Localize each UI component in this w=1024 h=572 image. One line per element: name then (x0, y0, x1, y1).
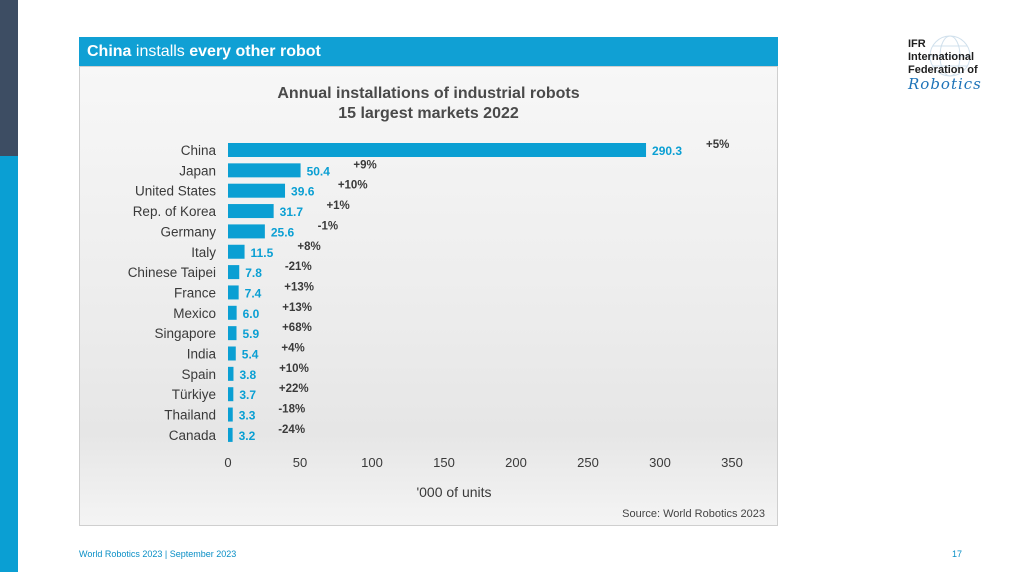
bar (228, 183, 286, 198)
logo-line-2: International (908, 51, 975, 63)
bar (228, 285, 239, 300)
logo-line-3: Federation of (908, 64, 978, 76)
logo-line-4: Robotics (908, 75, 982, 93)
growth-label: +13% (282, 302, 312, 314)
accent-bar-bottom (0, 156, 18, 572)
value-label: 31.7 (280, 205, 304, 219)
value-label: 50.4 (307, 164, 331, 178)
bar (228, 204, 274, 219)
header-strong-1: China (87, 43, 132, 60)
growth-label: +8% (297, 241, 320, 253)
value-label: 25.6 (271, 225, 295, 239)
x-axis-label: '000 of units (416, 484, 491, 500)
value-label: 3.2 (239, 429, 256, 443)
category-label: China (181, 143, 217, 158)
bar (228, 143, 647, 157)
value-label: 7.8 (245, 266, 262, 280)
growth-label: +10% (338, 180, 368, 192)
category-label: Germany (160, 224, 216, 239)
bar (228, 346, 236, 361)
growth-label: -24% (278, 424, 305, 436)
growth-label: +10% (279, 363, 309, 375)
slide-header: China installs every other robot (79, 37, 778, 66)
x-tick-label: 150 (433, 455, 455, 470)
chart-panel: Annual installations of industrial robot… (79, 66, 778, 526)
bar (228, 265, 240, 280)
bar (228, 366, 234, 381)
category-label: Thailand (164, 408, 216, 423)
growth-label: +5% (706, 139, 729, 151)
accent-bar-top (0, 0, 18, 156)
value-label: 39.6 (291, 185, 315, 199)
category-label: United States (135, 184, 216, 199)
value-label: 290.3 (652, 144, 682, 158)
category-label: Italy (191, 245, 216, 260)
footer-left: World Robotics 2023 | September 2023 (79, 549, 237, 559)
growth-label: +9% (353, 159, 376, 171)
bar (228, 407, 233, 422)
growth-label: +4% (281, 343, 304, 355)
bar (228, 163, 301, 178)
chart-title: Annual installations of industrial robot… (277, 85, 580, 102)
x-tick-label: 300 (649, 455, 671, 470)
page-number: 17 (952, 549, 963, 559)
value-label: 6.0 (243, 307, 260, 321)
bar (228, 305, 237, 320)
category-label: Rep. of Korea (133, 204, 217, 219)
x-tick-label: 0 (224, 455, 231, 470)
value-label: 5.9 (242, 327, 259, 341)
growth-label: -21% (285, 261, 312, 273)
value-label: 3.3 (239, 409, 256, 423)
header-normal: installs (131, 43, 190, 60)
category-label: Spain (181, 367, 216, 382)
bar (228, 326, 237, 341)
growth-label: +1% (326, 200, 349, 212)
growth-label: -18% (278, 404, 305, 416)
category-label: Japan (179, 163, 216, 178)
bar (228, 224, 265, 239)
globe-icon (929, 35, 971, 77)
value-label: 3.8 (239, 368, 256, 382)
category-label: Chinese Taipei (128, 265, 216, 280)
value-label: 5.4 (242, 348, 259, 362)
category-label: India (187, 347, 217, 362)
growth-label: +22% (279, 383, 309, 395)
category-label: Mexico (173, 306, 216, 321)
category-label: Singapore (154, 326, 216, 341)
x-tick-label: 350 (721, 455, 743, 470)
bar (228, 427, 233, 442)
x-tick-label: 200 (505, 455, 527, 470)
value-label: 7.4 (245, 286, 262, 300)
growth-label: +68% (282, 322, 312, 334)
value-label: 3.7 (239, 388, 256, 402)
logo-line-1: IFR (908, 38, 926, 50)
chart-source: Source: World Robotics 2023 (622, 508, 765, 520)
ifr-logo: IFR International Federation of Robotics (908, 35, 1008, 93)
category-label: Canada (169, 428, 217, 443)
chart-subtitle: 15 largest markets 2022 (338, 105, 519, 122)
x-tick-label: 50 (293, 455, 307, 470)
growth-label: -1% (318, 220, 338, 232)
x-tick-label: 100 (361, 455, 383, 470)
bar-chart: China 290.3 +5% Japan 50.4 +9% United States 39… (128, 139, 743, 500)
value-label: 11.5 (251, 246, 274, 260)
growth-label: +13% (284, 281, 314, 293)
category-label: France (174, 285, 216, 300)
header-strong-2: every other robot (189, 43, 321, 60)
x-tick-label: 250 (577, 455, 599, 470)
category-label: Türkiye (172, 387, 216, 402)
bar (228, 244, 245, 259)
bar (228, 387, 234, 402)
